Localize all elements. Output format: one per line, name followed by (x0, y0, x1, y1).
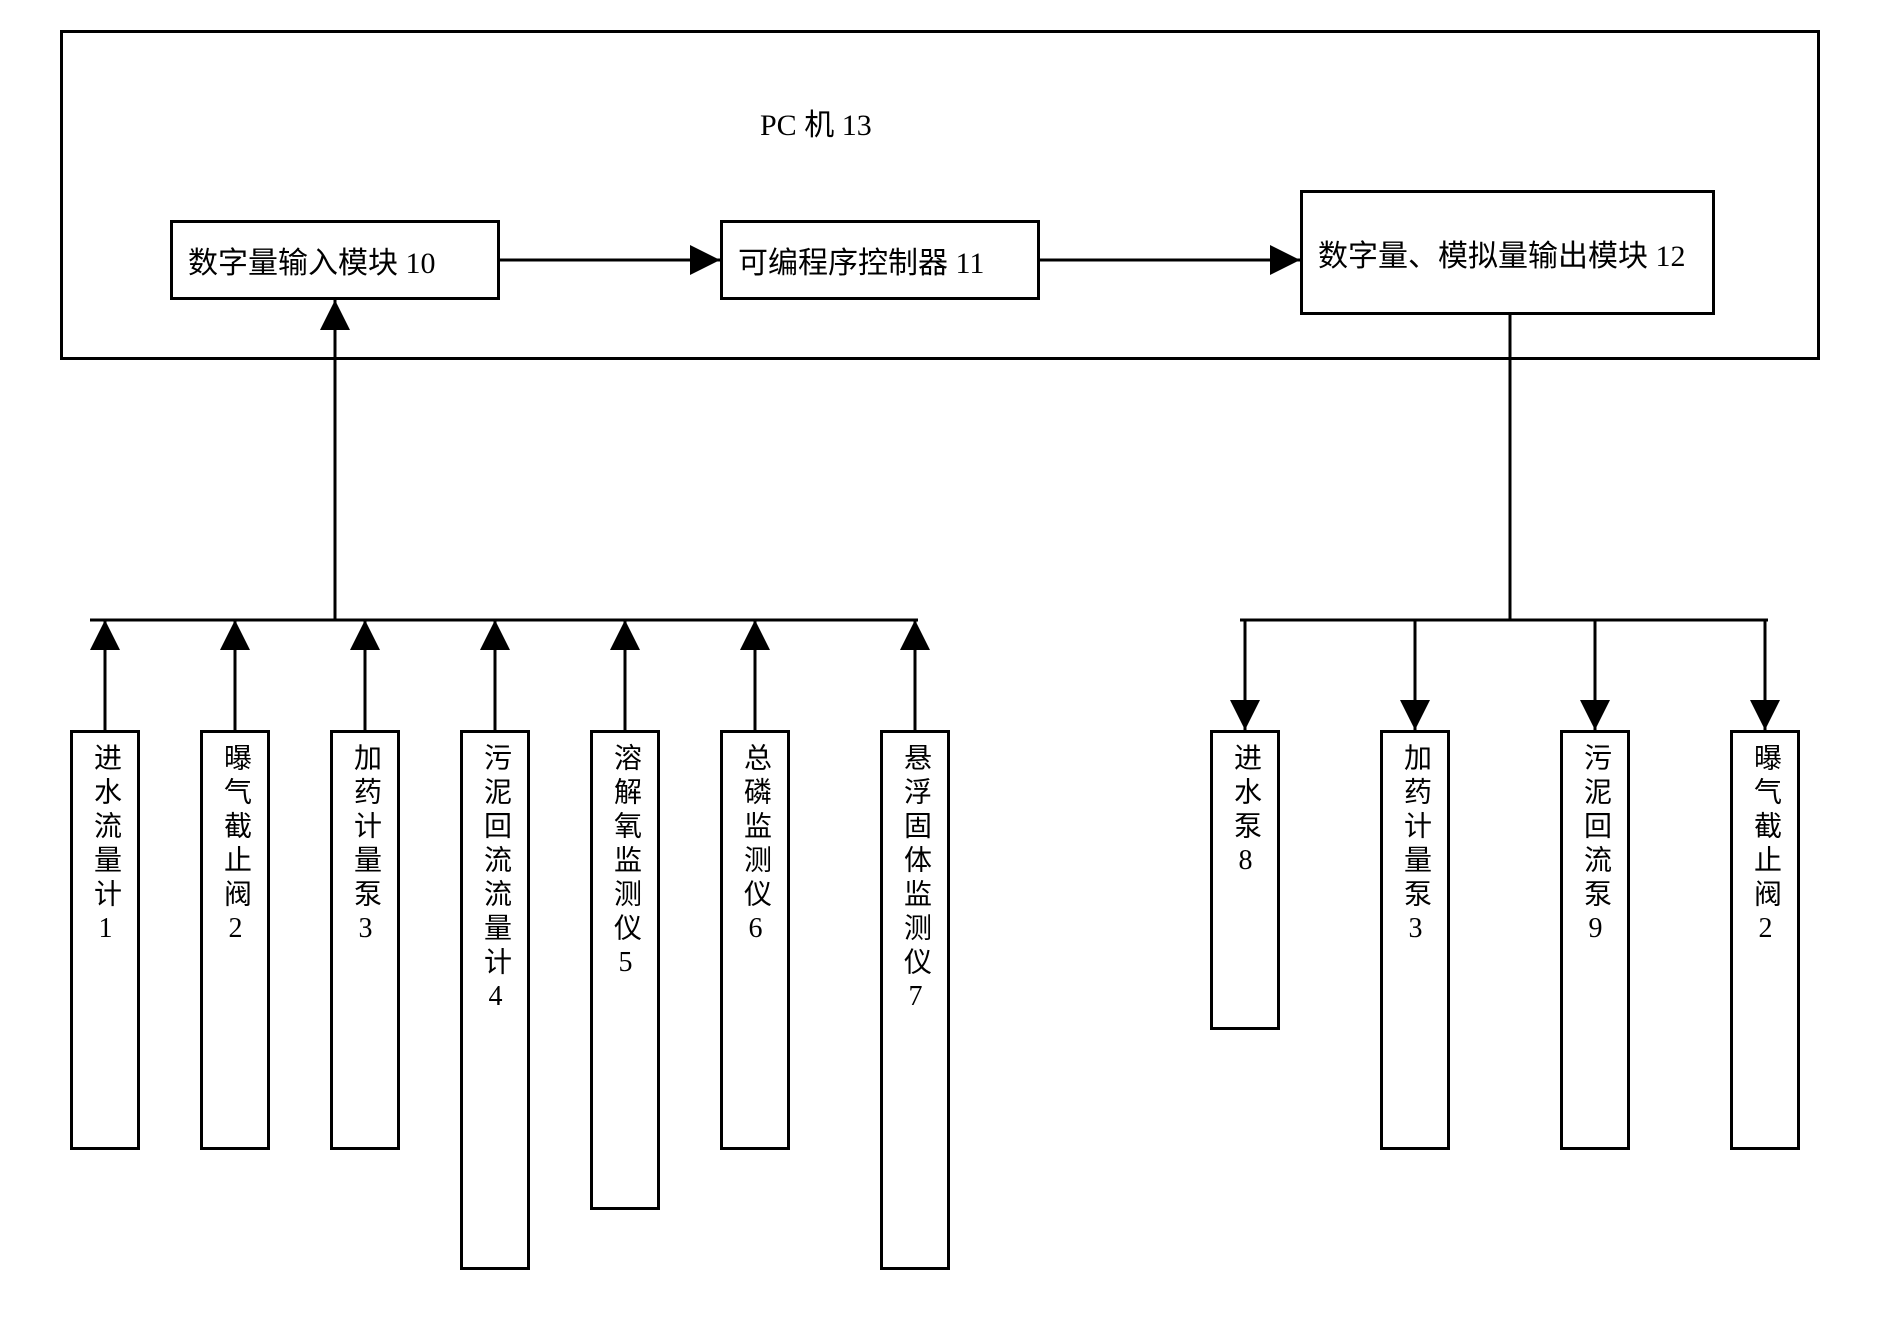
inlet-flow-meter: 进水流量计1 (70, 730, 140, 1150)
pc-title: PC 机 13 (760, 100, 872, 144)
tp-monitor: 总磷监测仪6 (720, 730, 790, 1150)
plc-controller: 可编程序控制器 11 (720, 220, 1040, 300)
sludge-return-flow-meter: 污泥回流流量计4 (460, 730, 530, 1270)
aeration-stop-valve: 曝气截止阀2 (200, 730, 270, 1150)
digital-input-module: 数字量输入模块 10 (170, 220, 500, 300)
dosing-pump-left: 加药计量泵3 (330, 730, 400, 1150)
digital-analog-output-module: 数字量、模拟量输出模块 12 (1300, 190, 1715, 315)
dosing-pump-right: 加药计量泵3 (1380, 730, 1450, 1150)
aeration-stop-valve-right: 曝气截止阀2 (1730, 730, 1800, 1150)
ss-monitor: 悬浮固体监测仪7 (880, 730, 950, 1270)
inlet-pump: 进水泵8 (1210, 730, 1280, 1030)
do-monitor: 溶解氧监测仪5 (590, 730, 660, 1210)
sludge-return-pump: 污泥回流泵9 (1560, 730, 1630, 1150)
